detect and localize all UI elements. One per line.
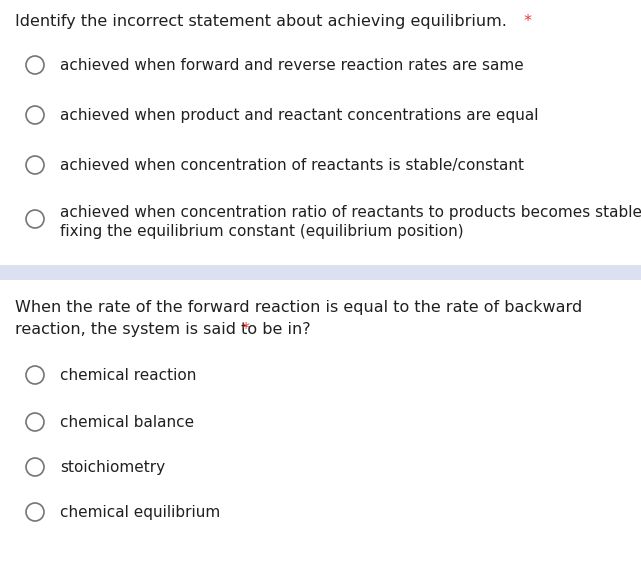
Text: *: * xyxy=(519,14,532,29)
Circle shape xyxy=(26,106,44,124)
Circle shape xyxy=(26,458,44,476)
Text: achieved when forward and reverse reaction rates are same: achieved when forward and reverse reacti… xyxy=(60,58,524,73)
Text: reaction, the system is said to be in?: reaction, the system is said to be in? xyxy=(15,322,311,337)
Circle shape xyxy=(26,210,44,228)
Text: achieved when concentration ratio of reactants to products becomes stable, thus
: achieved when concentration ratio of rea… xyxy=(60,205,641,239)
Bar xyxy=(0,265,641,280)
Text: When the rate of the forward reaction is equal to the rate of backward: When the rate of the forward reaction is… xyxy=(15,300,582,315)
Text: chemical reaction: chemical reaction xyxy=(60,368,196,383)
Text: achieved when concentration of reactants is stable/constant: achieved when concentration of reactants… xyxy=(60,158,524,173)
Circle shape xyxy=(26,156,44,174)
Circle shape xyxy=(26,366,44,384)
Text: stoichiometry: stoichiometry xyxy=(60,460,165,475)
Text: chemical balance: chemical balance xyxy=(60,415,194,430)
Text: chemical equilibrium: chemical equilibrium xyxy=(60,505,221,520)
Circle shape xyxy=(26,413,44,431)
Text: Identify the incorrect statement about achieving equilibrium.: Identify the incorrect statement about a… xyxy=(15,14,507,29)
Text: achieved when product and reactant concentrations are equal: achieved when product and reactant conce… xyxy=(60,108,538,123)
Text: *: * xyxy=(237,322,250,337)
Circle shape xyxy=(26,56,44,74)
Circle shape xyxy=(26,503,44,521)
